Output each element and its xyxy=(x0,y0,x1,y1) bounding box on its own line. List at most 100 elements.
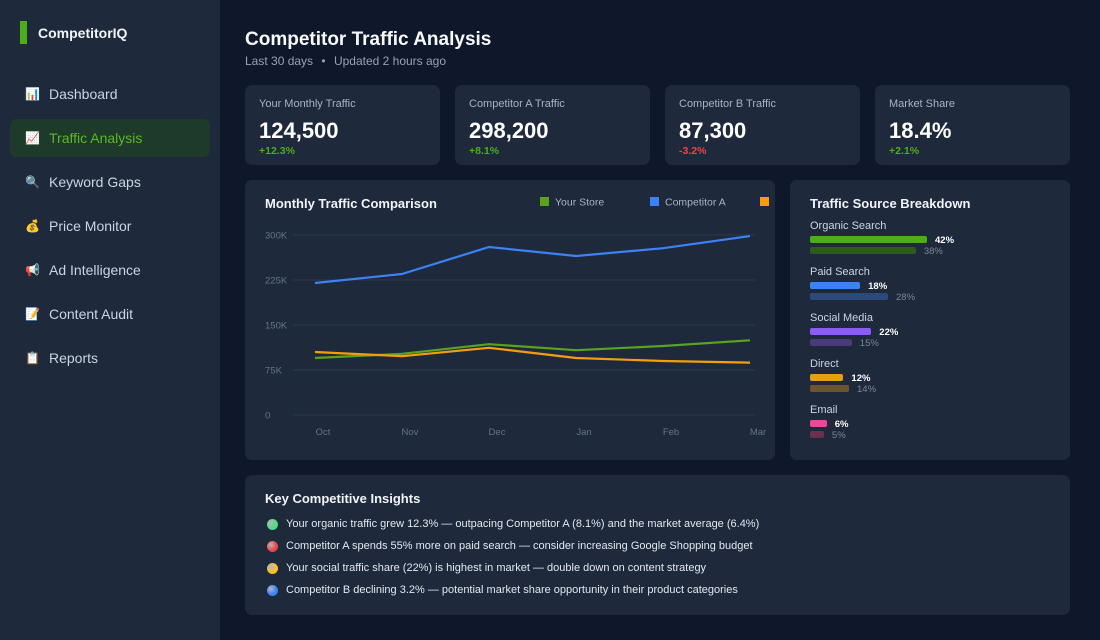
sidebar-item-dashboard[interactable]: 📊 Dashboard xyxy=(10,75,210,113)
kpi-delta: -3.2% xyxy=(679,145,707,157)
source-label: Email xyxy=(810,404,838,416)
kpi-card: Competitor B Traffic 87,300 -3.2% xyxy=(665,85,860,165)
insights-title: Key Competitive Insights xyxy=(265,491,421,506)
kpi-label: Competitor A Traffic xyxy=(469,98,565,110)
updated-label: Updated 2 hours ago xyxy=(333,54,447,68)
source-value-competitor: 38% xyxy=(923,246,943,257)
sidebar-item-label: Keyword Gaps xyxy=(49,174,141,190)
period-label: Last 30 days xyxy=(245,54,314,68)
source-value-competitor: 28% xyxy=(896,292,916,303)
x-tick-label: Mar xyxy=(750,427,766,438)
traffic-line-chart: 0 75K 150K 225K 300K Oct Nov Dec Jan Feb Mar Your S… xyxy=(265,197,769,438)
legend-label: Your Store xyxy=(555,197,604,209)
source-bar-yours xyxy=(810,328,872,335)
insight-item: Competitor A spends 55% more on paid sea… xyxy=(267,540,753,552)
kpi-label: Your Monthly Traffic xyxy=(259,98,356,110)
y-tick-label: 225K xyxy=(265,276,288,287)
page-subtitle: Last 30 days • Updated 2 hours ago xyxy=(245,54,446,68)
sidebar-item-label: Ad Intelligence xyxy=(49,262,141,278)
legend-swatch xyxy=(650,197,659,206)
kpi-delta: +12.3% xyxy=(259,145,295,157)
source-value-yours: 6% xyxy=(834,419,849,430)
source-bar-competitor xyxy=(810,431,824,438)
source-value-yours: 22% xyxy=(879,327,899,338)
source-value-competitor: 14% xyxy=(857,384,877,395)
page-title: Competitor Traffic Analysis xyxy=(245,29,492,50)
source-value-yours: 18% xyxy=(868,281,888,292)
x-tick-label: Feb xyxy=(663,427,679,438)
green-circle-icon xyxy=(267,518,278,530)
search-icon: 🔍 xyxy=(25,175,40,189)
sidebar-item-ad-intelligence[interactable]: 📢 Ad Intelligence xyxy=(10,251,210,289)
insight-text: Competitor B declining 3.2% — potential … xyxy=(286,584,738,596)
source-bar-competitor xyxy=(810,247,916,254)
y-tick-label: 300K xyxy=(265,231,288,242)
legend-label: Competitor A xyxy=(665,197,726,209)
source-bar-yours xyxy=(810,236,927,243)
insight-text: Your social traffic share (22%) is highe… xyxy=(286,562,707,574)
kpi-value: 87,300 xyxy=(679,118,747,143)
kpi-delta: +2.1% xyxy=(889,145,920,157)
insight-text: Competitor A spends 55% more on paid sea… xyxy=(286,540,753,552)
source-value-yours: 42% xyxy=(935,235,955,246)
megaphone-icon: 📢 xyxy=(25,263,40,277)
legend-swatch xyxy=(540,197,549,206)
sidebar-item-label: Dashboard xyxy=(49,86,118,102)
kpi-value: 124,500 xyxy=(259,118,339,143)
kpi-label: Competitor B Traffic xyxy=(679,98,776,110)
kpi-card: Your Monthly Traffic 124,500 +12.3% xyxy=(245,85,440,165)
insight-item: Competitor B declining 3.2% — potential … xyxy=(267,584,738,596)
sidebar-item-label: Reports xyxy=(49,350,99,366)
yellow-circle-icon xyxy=(267,562,278,574)
sidebar-item-reports[interactable]: 📋 Reports xyxy=(10,339,210,377)
insight-item: Your organic traffic grew 12.3% — outpac… xyxy=(267,518,759,530)
insights-card: Key Competitive Insights Your organic tr… xyxy=(245,475,1070,615)
source-value-yours: 12% xyxy=(851,373,871,384)
legend-swatch xyxy=(760,197,769,206)
source-label: Paid Search xyxy=(810,266,870,278)
separator-dot: • xyxy=(321,54,326,68)
y-tick-label: 75K xyxy=(265,366,283,377)
red-circle-icon xyxy=(267,540,278,552)
y-tick-label: 0 xyxy=(265,411,270,422)
sources-title: Traffic Source Breakdown xyxy=(810,196,971,211)
kpi-value: 298,200 xyxy=(469,118,549,143)
trending-up-icon: 📈 xyxy=(25,131,40,145)
series-line-competitor-b xyxy=(314,346,751,364)
sidebar-item-keyword-gaps[interactable]: 🔍 Keyword Gaps xyxy=(10,163,210,201)
sidebar-item-content-audit[interactable]: 📝 Content Audit xyxy=(10,295,210,333)
source-bar-competitor xyxy=(810,293,888,300)
insight-item: Your social traffic share (22%) is highe… xyxy=(267,562,706,574)
x-tick-label: Jan xyxy=(576,427,591,438)
source-label: Social Media xyxy=(810,312,873,324)
kpi-card: Competitor A Traffic 298,200 +8.1% xyxy=(455,85,650,165)
traffic-chart-card: Monthly Traffic Comparison 0 75K 150K 225K 3… xyxy=(245,180,775,460)
blue-circle-icon xyxy=(267,584,278,596)
kpi-value: 18.4% xyxy=(889,118,952,143)
source-label: Direct xyxy=(810,358,839,370)
source-bar-yours xyxy=(810,420,827,427)
brand-logo[interactable]: CompetitorIQ xyxy=(20,21,127,44)
kpi-label: Market Share xyxy=(889,98,956,110)
insight-text: Your organic traffic grew 12.3% — outpac… xyxy=(286,518,760,530)
source-value-competitor: 15% xyxy=(859,338,879,349)
x-tick-label: Dec xyxy=(489,427,506,438)
source-value-competitor: 5% xyxy=(831,430,846,441)
source-label: Organic Search xyxy=(810,220,887,232)
source-bar-competitor xyxy=(810,385,849,392)
series-line-competitor-a xyxy=(314,234,751,285)
sidebar-item-traffic-analysis[interactable]: 📈 Traffic Analysis xyxy=(10,119,210,157)
kpi-delta: +8.1% xyxy=(469,145,500,157)
x-tick-label: Nov xyxy=(402,427,419,438)
chart-title: Monthly Traffic Comparison xyxy=(265,196,437,211)
source-bar-yours xyxy=(810,282,861,289)
sidebar-item-price-monitor[interactable]: 💰 Price Monitor xyxy=(10,207,210,245)
traffic-source-card: Traffic Source Breakdown Organic Search 4… xyxy=(790,180,1070,460)
bar-chart-icon: 📊 xyxy=(25,87,40,101)
source-bar-competitor xyxy=(810,339,852,346)
sidebar-item-label: Content Audit xyxy=(49,306,134,322)
money-bag-icon: 💰 xyxy=(25,219,40,233)
clipboard-icon: 📋 xyxy=(25,351,40,365)
x-tick-label: Oct xyxy=(316,427,331,438)
brand-mark xyxy=(20,21,27,44)
